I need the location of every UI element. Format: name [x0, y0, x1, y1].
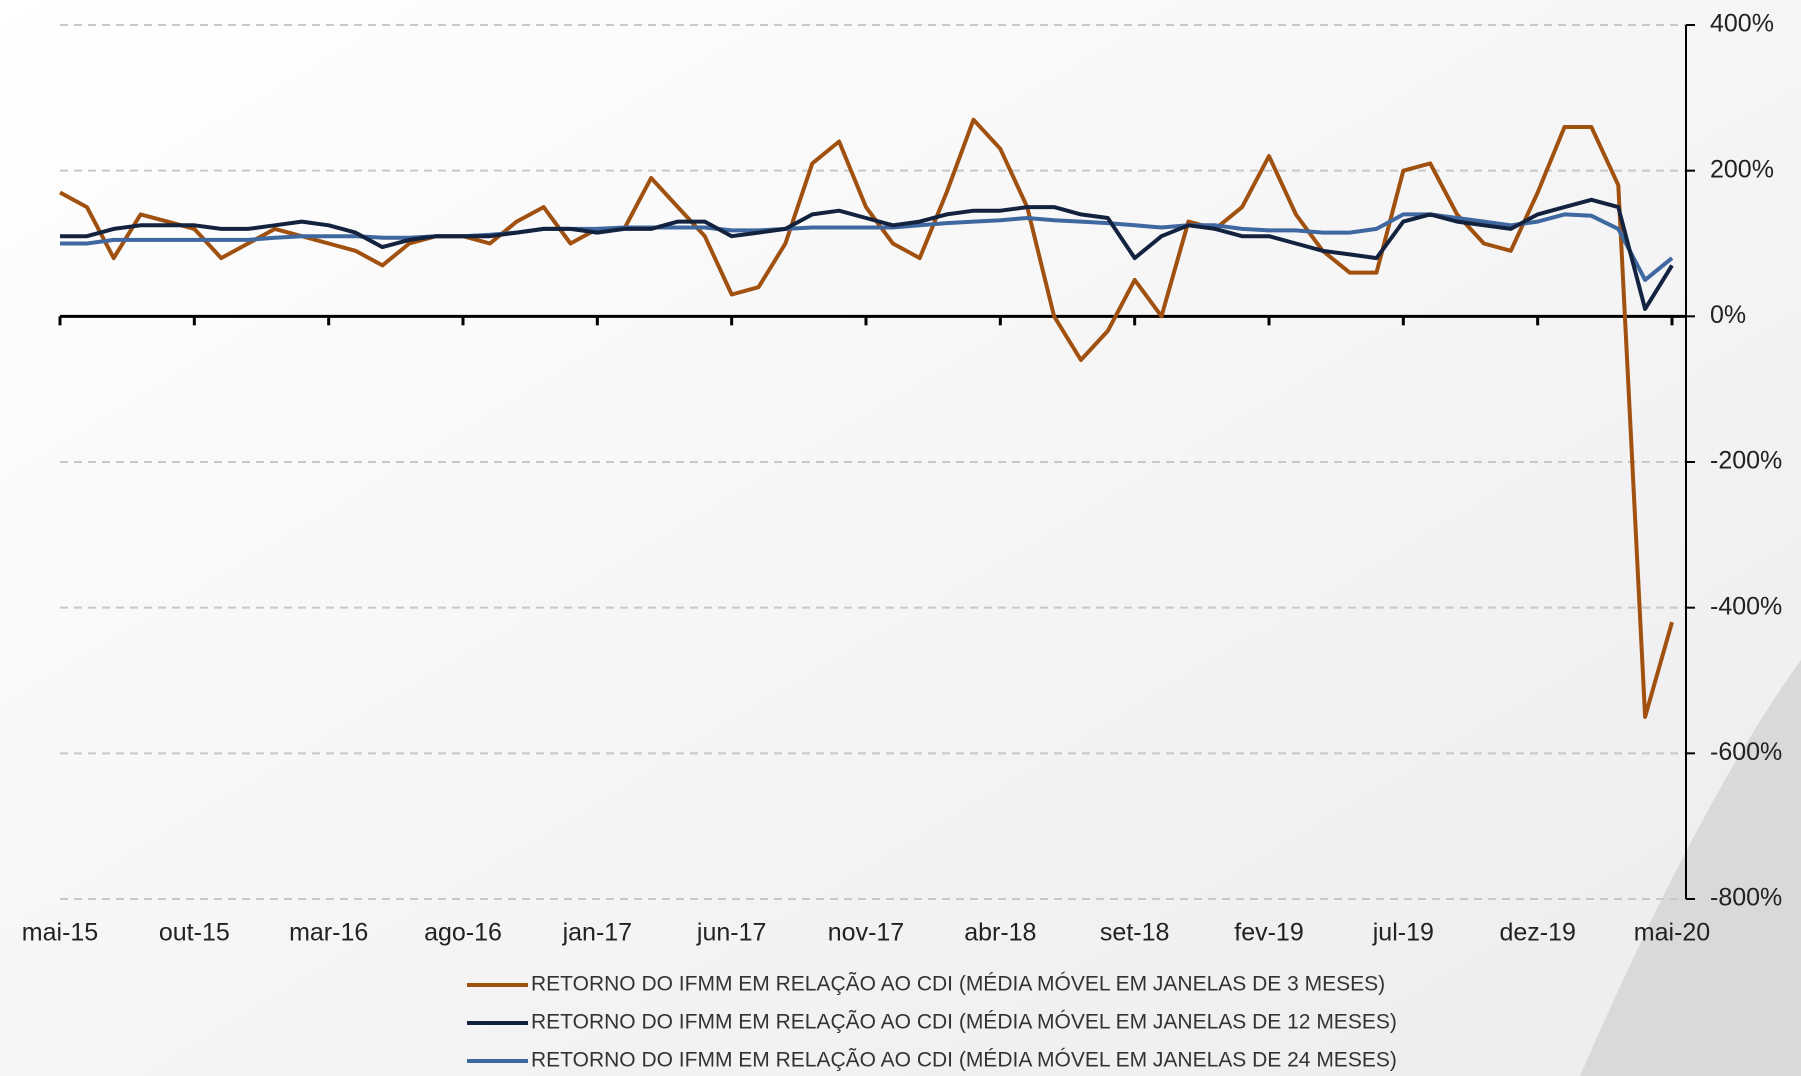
y-tick-label: 400% [1710, 10, 1774, 38]
legend-label: RETORNO DO IFMM EM RELAÇÃO AO CDI (MÉDIA… [531, 1048, 1397, 1072]
y-tick-label: -200% [1710, 447, 1782, 475]
x-tick-label: out-15 [159, 919, 230, 947]
legend-label: RETORNO DO IFMM EM RELAÇÃO AO CDI (MÉDIA… [531, 972, 1385, 996]
y-tick-label: -600% [1710, 738, 1782, 766]
x-tick-label: abr-18 [964, 919, 1036, 947]
x-tick-label: mai-20 [1634, 919, 1710, 947]
x-tick-label: mar-16 [289, 919, 368, 947]
decor [1580, 660, 1801, 1076]
y-tick-label: -400% [1710, 592, 1782, 620]
y-tick-label: -800% [1710, 884, 1782, 912]
y-tick-label: 0% [1710, 301, 1746, 329]
x-tick-label: nov-17 [828, 919, 904, 947]
x-tick-label: mai-15 [22, 919, 98, 947]
series-line [60, 197, 1674, 311]
series-line [60, 212, 1674, 282]
x-tick-label: fev-19 [1234, 919, 1303, 947]
x-tick-label: jul-19 [1372, 919, 1434, 947]
y-tick-label: 200% [1710, 155, 1774, 183]
legend-label: RETORNO DO IFMM EM RELAÇÃO AO CDI (MÉDIA… [531, 1010, 1397, 1034]
x-tick-label: set-18 [1100, 919, 1169, 947]
x-tick-label: jun-17 [696, 919, 767, 947]
x-tick-label: ago-16 [424, 919, 502, 947]
x-tick-label: dez-19 [1499, 919, 1575, 947]
x-tick-label: jan-17 [562, 919, 633, 947]
series-line [59, 117, 1674, 719]
